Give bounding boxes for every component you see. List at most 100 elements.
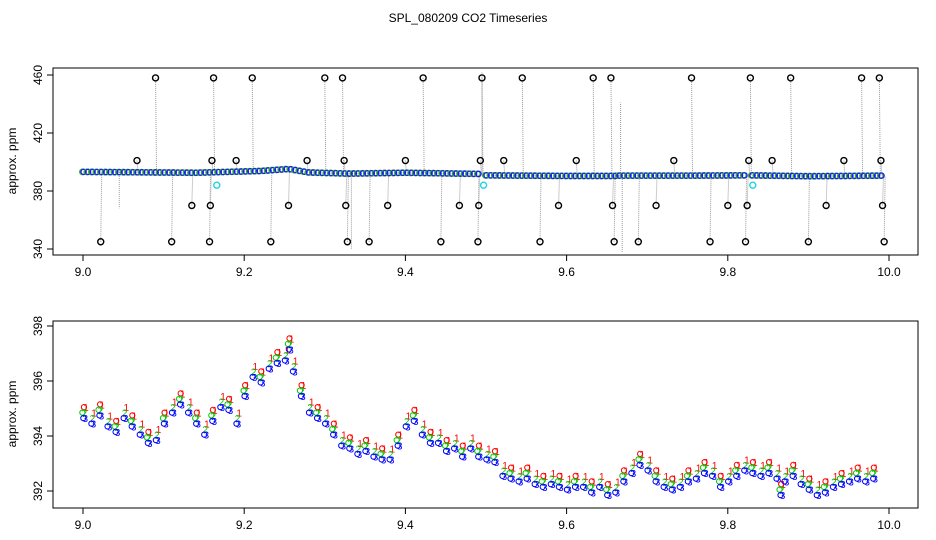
baseline-point-blue (824, 172, 832, 180)
x-tick-label: 9.6 (558, 518, 575, 532)
series-3-marker: 3 (381, 455, 387, 466)
baseline-point-blue (202, 169, 209, 176)
outlier-point (634, 238, 643, 246)
outlier-point (455, 201, 464, 210)
series-3-marker: 3 (631, 469, 637, 480)
series-2-marker: 2 (525, 469, 531, 480)
series-3-marker: 3 (582, 483, 588, 494)
outlier-connector (422, 77, 425, 174)
series-2-marker: 2 (267, 359, 273, 370)
outlier-connector (691, 77, 694, 176)
series-1-marker: 1 (236, 409, 242, 420)
series-1-point (685, 467, 692, 474)
baseline-point-blue (563, 172, 570, 180)
series-2-marker: 2 (694, 469, 700, 480)
series-1-marker: 1 (293, 356, 299, 367)
baseline-point-blue (143, 169, 150, 176)
x-tick-label: 9.2 (236, 518, 253, 532)
series-3-point (604, 492, 611, 499)
series-1-marker: 1 (156, 425, 162, 436)
series-3-point (346, 445, 353, 452)
outlier-point (768, 156, 776, 165)
series-3-point (88, 420, 95, 427)
series-3-marker: 3 (534, 480, 540, 491)
outlier-point (206, 201, 215, 210)
series-3-marker: 3 (405, 422, 411, 433)
series-1-point (524, 464, 531, 471)
baseline-point-blue (567, 172, 575, 180)
y-tick-label: 396 (31, 371, 45, 391)
baseline-point-blue (373, 169, 380, 177)
series-2-marker: 2 (420, 425, 426, 436)
baseline-point-blue (496, 172, 504, 179)
series-3-point (757, 472, 764, 479)
series-3-point (499, 472, 506, 479)
series-1-marker: 1 (115, 417, 121, 428)
series-3-point (249, 373, 256, 380)
series-3-point (160, 420, 168, 427)
series-1-marker: 1 (148, 428, 154, 439)
series-3-marker: 3 (357, 450, 363, 461)
series-3-point (185, 409, 192, 416)
series-2-marker: 2 (742, 461, 748, 472)
outlier-connector (440, 173, 443, 242)
series-1-marker: 1 (680, 472, 686, 483)
series-3-point (297, 393, 305, 400)
series-1-marker: 1 (780, 480, 786, 491)
chart-title: SPL_080209 CO2 Timeseries (389, 11, 548, 25)
baseline-point-blue (381, 169, 389, 177)
series-2-marker: 2 (130, 417, 136, 428)
series-3-marker: 3 (816, 491, 822, 502)
series-3-point (450, 445, 458, 452)
series-1-point (314, 404, 321, 411)
series-3-point (281, 357, 288, 364)
baseline-point-blue (404, 169, 411, 177)
series-1-marker: 1 (301, 381, 307, 392)
baseline-point-blue (413, 169, 420, 177)
series-1-marker: 1 (285, 345, 291, 356)
series-3-point (777, 492, 784, 499)
series-2-marker: 2 (670, 480, 676, 491)
series-3-point (773, 475, 780, 482)
baseline-point-blue (780, 172, 787, 180)
series-3-marker: 3 (695, 475, 701, 486)
series-3-point (628, 470, 635, 477)
series-1-marker: 1 (502, 461, 508, 472)
series-1-point (427, 428, 434, 435)
outlier-point (536, 238, 544, 246)
series-3-marker: 3 (518, 477, 524, 488)
series-3-marker: 3 (292, 367, 298, 378)
series-3-marker: 3 (623, 477, 629, 488)
series-2-marker: 2 (388, 450, 394, 461)
baseline-point-blue (355, 170, 362, 177)
series-1-marker: 1 (696, 464, 702, 475)
series-1-point (508, 464, 515, 471)
baseline-point-blue (265, 167, 272, 174)
baseline-point-blue (386, 169, 393, 177)
baseline-point-blue (554, 172, 562, 180)
baseline-point-blue (607, 172, 615, 180)
baseline-point-blue (727, 172, 735, 179)
series-3-marker: 3 (832, 483, 838, 494)
outlier-connector (477, 173, 480, 242)
outlier-point (589, 74, 597, 82)
series-3-marker: 3 (284, 356, 290, 367)
baseline-point-blue (430, 169, 438, 177)
series-3-marker: 3 (397, 442, 403, 453)
series-1-marker: 1 (289, 334, 295, 345)
baseline-point-blue (161, 169, 168, 176)
baseline-point-blue (590, 172, 597, 180)
baseline-point-blue (736, 172, 744, 179)
series-1-marker: 1 (801, 469, 807, 480)
outlier-connector (882, 175, 885, 206)
series-3-marker: 3 (203, 431, 209, 442)
y-tick-label: 460 (31, 65, 45, 85)
series-1-point (491, 448, 499, 455)
series-2-marker: 2 (428, 433, 434, 444)
series-3-point (668, 486, 675, 493)
series-3-marker: 3 (727, 477, 733, 488)
series-3-point (322, 420, 329, 427)
series-1-point (765, 459, 773, 466)
